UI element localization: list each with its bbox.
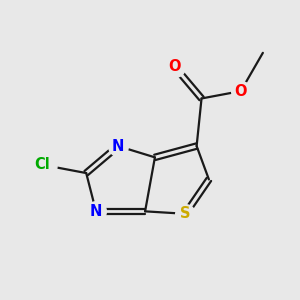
Text: S: S [180, 206, 190, 221]
Text: N: N [112, 139, 124, 154]
Text: O: O [235, 84, 247, 99]
Text: Cl: Cl [34, 157, 50, 172]
Text: N: N [90, 204, 102, 219]
Text: O: O [168, 59, 181, 74]
